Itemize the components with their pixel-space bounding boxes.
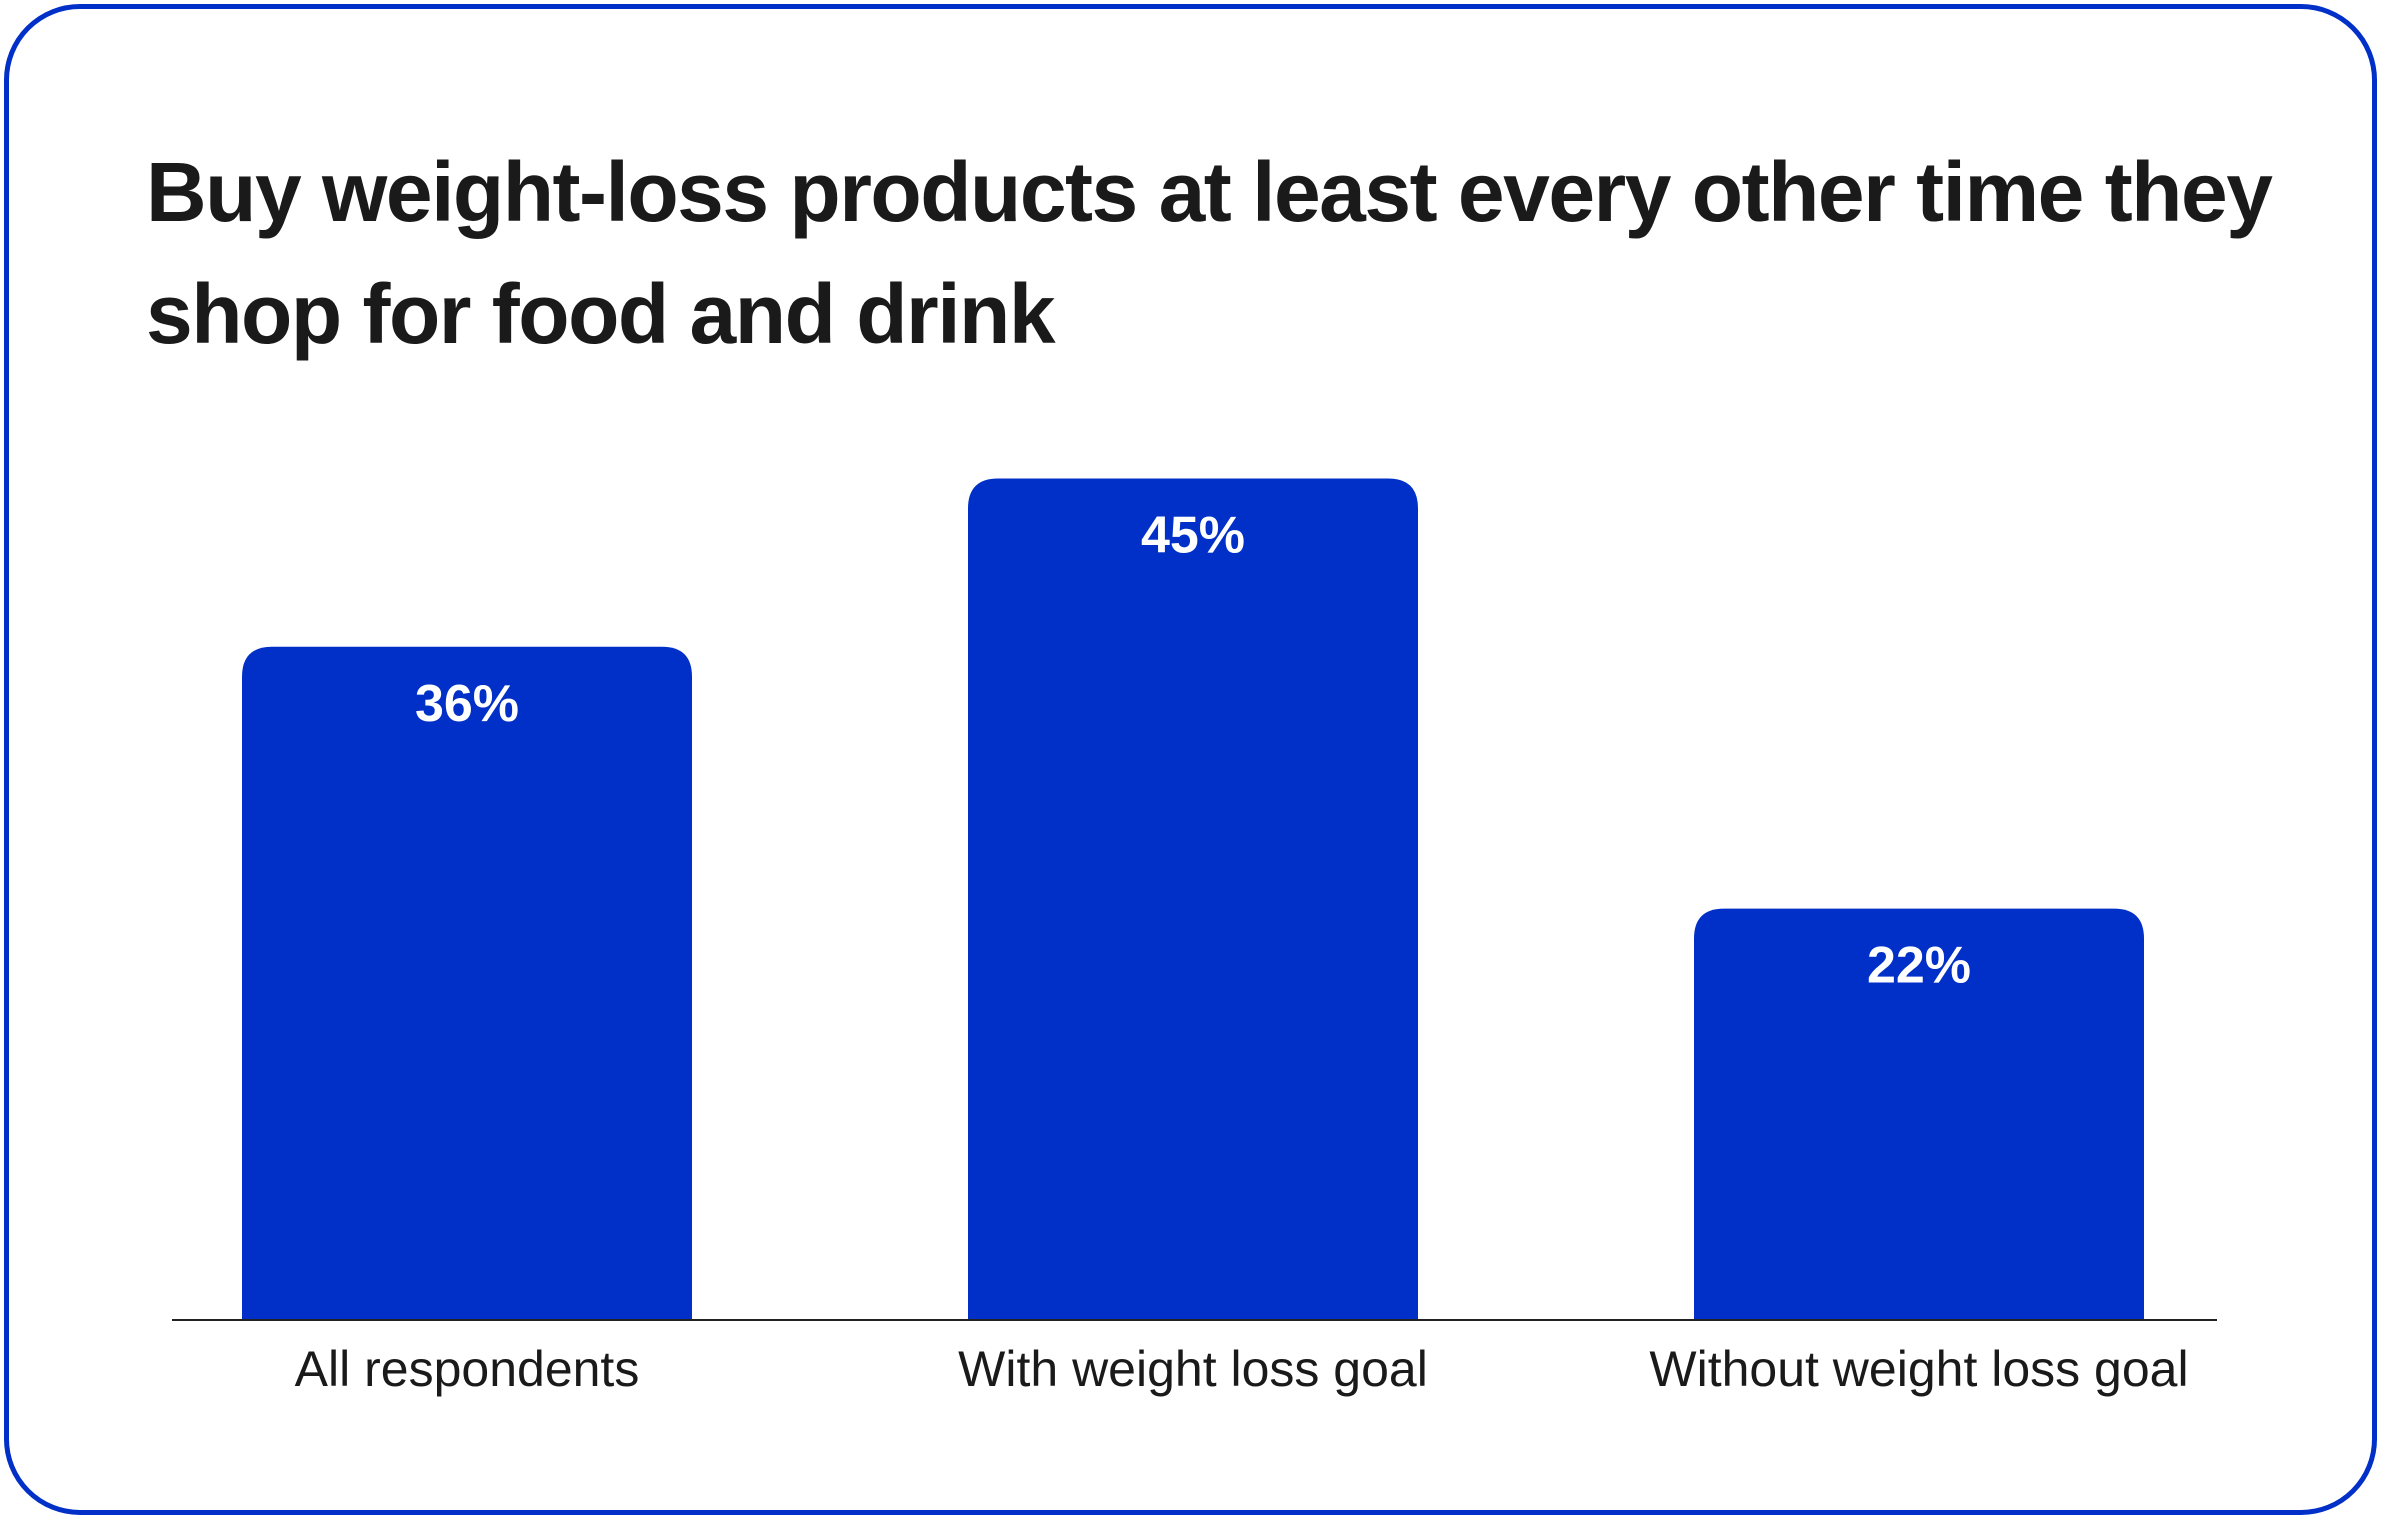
category-label-2: Without weight loss goal: [1649, 1341, 2188, 1397]
category-label-1: With weight loss goal: [958, 1341, 1428, 1397]
bar-1: [968, 478, 1418, 1320]
bar-2: [1694, 908, 2144, 1320]
category-label-0: All respondents: [295, 1341, 640, 1397]
bar-value-label-0: 36%: [415, 675, 519, 733]
labels-group: All respondents With weight loss goal With…: [295, 1341, 2189, 1397]
bars-group: 36% 45% 22%: [242, 478, 2144, 1320]
chart-title: Buy weight-loss products at least every …: [146, 145, 2273, 361]
bar-value-label-2: 22%: [1867, 937, 1971, 995]
bar-value-label-1: 45%: [1141, 507, 1245, 565]
bar-0: [242, 646, 692, 1320]
